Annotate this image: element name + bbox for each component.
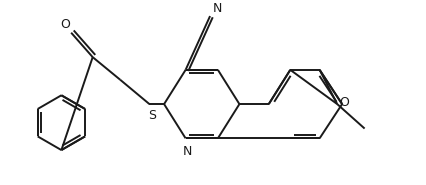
Text: O: O (60, 18, 70, 31)
Text: S: S (148, 109, 156, 122)
Text: N: N (213, 2, 222, 15)
Text: N: N (183, 144, 192, 158)
Text: O: O (339, 96, 349, 109)
